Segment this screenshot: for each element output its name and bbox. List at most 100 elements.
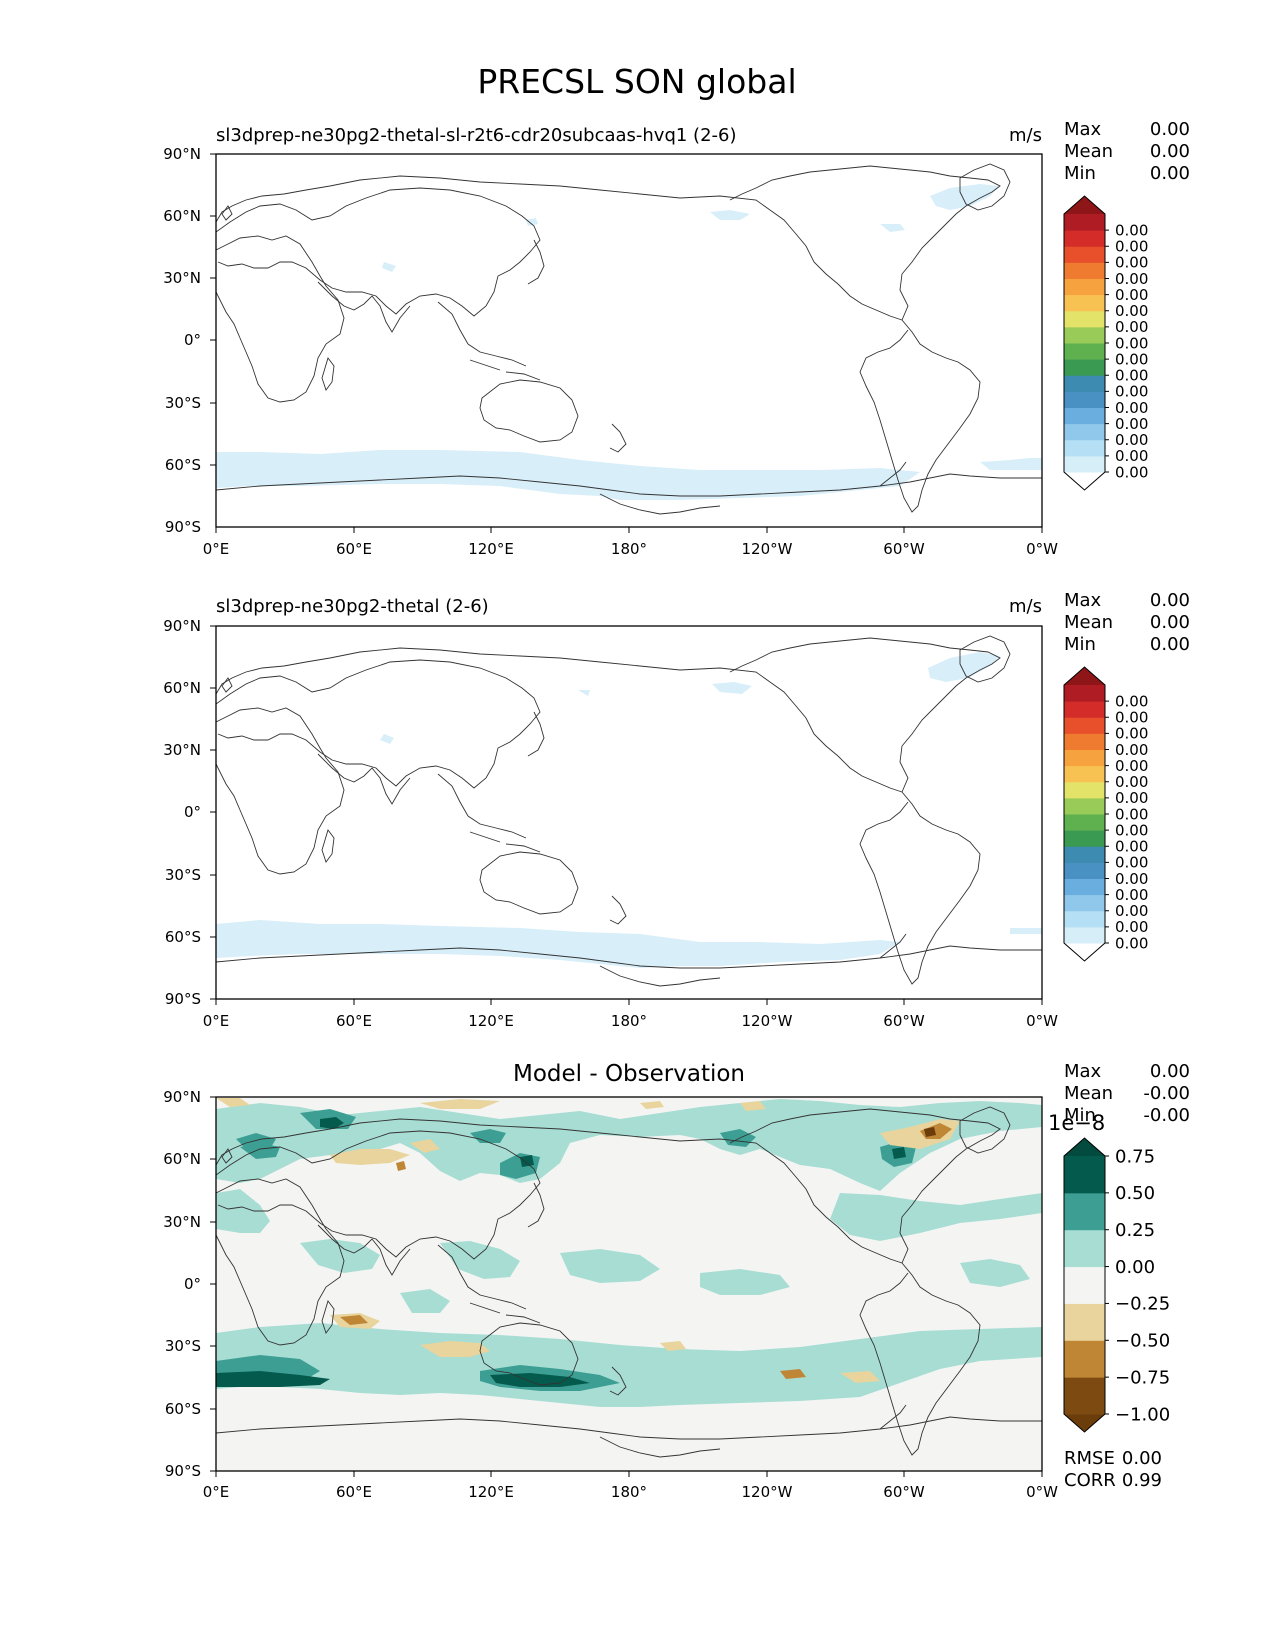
y-tick-label: 30°N (163, 1213, 201, 1231)
panel-3-map (216, 1097, 1042, 1471)
colorbar-tick-label: 0.00 (1115, 447, 1148, 465)
colorbar-tick-label: 0.00 (1115, 286, 1148, 304)
y-tick-label: 0° (184, 331, 201, 349)
metric-label: RMSE (1064, 1448, 1115, 1469)
colorbar-bin (1064, 343, 1105, 360)
y-tick-label: 30°S (165, 394, 201, 412)
colorbar-bin (1064, 797, 1105, 815)
colorbar-tick-label: 0.00 (1115, 399, 1148, 417)
metric-value: 0.00 (1122, 1448, 1162, 1469)
colorbar-bin (1064, 407, 1105, 425)
panel-3-field-pos3 (216, 1117, 906, 1387)
x-tick-label: 60°W (883, 1483, 925, 1501)
panel-3-field-pos (216, 1099, 1042, 1407)
colorbar-bin (1064, 846, 1105, 863)
colorbar-bin (1064, 278, 1105, 296)
x-tick-label: 0°W (1026, 1012, 1058, 1030)
panel-3-stats: Max 0.00 Mean -0.00 Min -0.00 (1064, 1061, 1190, 1126)
colorbar-tick-label: 0.00 (1115, 431, 1148, 449)
y-tick-label: 0° (184, 803, 201, 821)
colorbar-bin (1064, 246, 1105, 263)
colorbar-tick-label: 0.00 (1115, 383, 1148, 401)
x-tick-label: 0°W (1026, 540, 1058, 558)
colorbar-bin (1064, 830, 1105, 847)
stat-label: Max (1064, 119, 1102, 140)
colorbar-tick-label: 0.00 (1115, 415, 1148, 433)
colorbar-tick-label: 0.00 (1115, 709, 1148, 727)
stat-value: -0.00 (1143, 1083, 1190, 1104)
y-tick-label: 60°S (165, 928, 201, 946)
colorbar-tick-label: 0.00 (1115, 692, 1148, 710)
panel-1-colorbar: 0.000.000.000.000.000.000.000.000.000.00… (1063, 195, 1148, 491)
y-tick-label: 30°S (165, 1337, 201, 1355)
stat-value: 0.00 (1150, 634, 1190, 655)
colorbar-tick-label: 0.00 (1115, 902, 1148, 920)
colorbar-bin (1064, 375, 1105, 392)
stat-label: Max (1064, 590, 1102, 611)
panel-3-y-ticks: 90°N 60°N 30°N 0° 30°S 60°S 90°S (163, 1088, 216, 1480)
metric-value: 0.99 (1122, 1470, 1162, 1491)
stat-value: 0.00 (1150, 141, 1190, 162)
y-tick-label: 30°S (165, 866, 201, 884)
colorbar-bin (1064, 391, 1105, 408)
panel-1-title: sl3dprep-ne30pg2-thetal-sl-r2t6-cdr20sub… (216, 125, 737, 146)
stat-value: 0.00 (1150, 612, 1190, 633)
x-tick-label: 120°E (468, 1012, 514, 1030)
colorbar-bin (1064, 1340, 1105, 1378)
colorbar-bin (1064, 910, 1105, 928)
x-tick-label: 120°E (468, 540, 514, 558)
metric-label: CORR (1064, 1470, 1116, 1491)
colorbar-bin (1064, 1156, 1105, 1194)
panel-2-colorbar: 0.000.000.000.000.000.000.000.000.000.00… (1063, 666, 1148, 962)
panel-3: Model - Observation (163, 1061, 1190, 1501)
colorbar-extend-bottom (1064, 1414, 1105, 1432)
colorbar-tick-label: 0.00 (1115, 741, 1148, 759)
colorbar-tick-label: 0.00 (1115, 838, 1148, 856)
panel-2-y-ticks: 90°N 60°N 30°N 0° 30°S 60°S 90°S (163, 617, 216, 1008)
colorbar-tick-label: 0.00 (1115, 934, 1148, 952)
colorbar-tick-label: 0.00 (1115, 854, 1148, 872)
panel-2: sl3dprep-ne30pg2-thetal (2-6) m/s 0°E 60… (163, 590, 1190, 1030)
y-tick-label: 60°S (165, 1400, 201, 1418)
colorbar-extend-top (1064, 1138, 1105, 1156)
y-tick-label: 30°N (163, 741, 201, 759)
colorbar-tick-label: 0.00 (1115, 725, 1148, 743)
colorbar-bin (1064, 359, 1105, 376)
y-tick-label: 90°N (163, 617, 201, 635)
colorbar-tick-label: 0.00 (1115, 463, 1148, 481)
y-tick-label: 60°N (163, 679, 201, 697)
colorbar-tick-label: 0.00 (1115, 270, 1148, 288)
colorbar-bin (1064, 878, 1105, 896)
colorbar-tick-label: 0.00 (1115, 821, 1148, 839)
colorbar-tick-label: −0.75 (1115, 1367, 1170, 1388)
colorbar-bin (1064, 814, 1105, 831)
stat-value: 0.00 (1150, 1061, 1190, 1082)
colorbar-bin (1064, 1229, 1105, 1268)
colorbar-bin (1064, 1192, 1105, 1231)
stat-label: Min (1064, 1105, 1096, 1126)
panel-2-units: m/s (1009, 596, 1042, 617)
x-tick-label: 0°E (203, 1012, 230, 1030)
colorbar-bin (1064, 262, 1105, 279)
stat-value: 0.00 (1150, 590, 1190, 611)
y-tick-label: 30°N (163, 269, 201, 287)
colorbar-bin (1064, 214, 1105, 231)
figure-title: PRECSL SON global (477, 62, 796, 101)
x-tick-label: 60°E (336, 540, 372, 558)
panel-1-y-ticks: 90°N 60°N 30°N 0° 30°S 60°S 90°S (163, 145, 216, 536)
colorbar-tick-label: −0.50 (1115, 1331, 1170, 1352)
colorbar-bin (1064, 310, 1105, 328)
x-tick-label: 180° (611, 1483, 647, 1501)
colorbar-bin (1064, 862, 1105, 879)
stat-label: Min (1064, 634, 1096, 655)
colorbar-bin (1064, 326, 1105, 344)
colorbar-bin (1064, 1266, 1105, 1304)
panel-3-colorbar: −1.00 −0.75 −0.50 −0.25 0.00 0.25 0.50 0.75 (1063, 1137, 1170, 1433)
x-tick-label: 0°E (203, 1483, 230, 1501)
colorbar-extend-bottom (1064, 943, 1105, 961)
colorbar-tick-label: 0.00 (1115, 773, 1148, 791)
colorbar-bin (1064, 781, 1105, 799)
colorbar-tick-label: 0.00 (1115, 1257, 1155, 1278)
x-tick-label: 0°W (1026, 1483, 1058, 1501)
